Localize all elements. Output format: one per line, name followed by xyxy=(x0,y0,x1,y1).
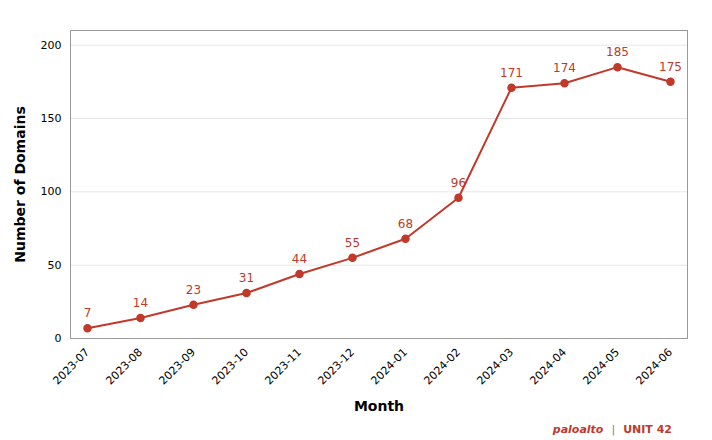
svg-text:171: 171 xyxy=(500,66,523,80)
svg-text:2024-05: 2024-05 xyxy=(580,346,622,388)
svg-text:2023-07: 2023-07 xyxy=(50,346,92,388)
svg-text:23: 23 xyxy=(186,283,201,297)
svg-text:200: 200 xyxy=(41,39,62,52)
svg-text:Month: Month xyxy=(354,398,404,414)
html-text:paloalto: paloalto xyxy=(552,422,604,436)
svg-text:50: 50 xyxy=(48,259,62,272)
svg-text:2024-06: 2024-06 xyxy=(633,346,675,388)
svg-text:2024-01: 2024-01 xyxy=(368,346,410,388)
svg-text:68: 68 xyxy=(398,217,413,231)
svg-text:174: 174 xyxy=(553,61,576,75)
svg-text:2024-04: 2024-04 xyxy=(527,346,569,388)
svg-text:2023-11: 2023-11 xyxy=(262,346,304,388)
svg-text:31: 31 xyxy=(239,271,254,285)
svg-text:7: 7 xyxy=(84,306,92,320)
svg-text:14: 14 xyxy=(133,296,148,310)
svg-text:2023-12: 2023-12 xyxy=(315,346,357,388)
svg-text:Number of Domains: Number of Domains xyxy=(12,106,28,263)
svg-text:96: 96 xyxy=(451,176,466,190)
svg-text:55: 55 xyxy=(345,236,360,250)
svg-text:44: 44 xyxy=(292,252,307,266)
svg-text:2023-08: 2023-08 xyxy=(103,346,145,388)
svg-text:2023-10: 2023-10 xyxy=(209,346,251,388)
svg-text:185: 185 xyxy=(606,45,629,59)
svg-text:175: 175 xyxy=(659,60,682,74)
svg-text:0: 0 xyxy=(55,332,62,345)
svg-text:2024-02: 2024-02 xyxy=(421,346,463,388)
svg-text:2023-09: 2023-09 xyxy=(156,346,198,388)
svg-text:2024-03: 2024-03 xyxy=(474,346,516,388)
svg-text:150: 150 xyxy=(41,112,62,125)
html-text:UNIT 42: UNIT 42 xyxy=(623,422,672,436)
svg-text:100: 100 xyxy=(41,185,62,198)
